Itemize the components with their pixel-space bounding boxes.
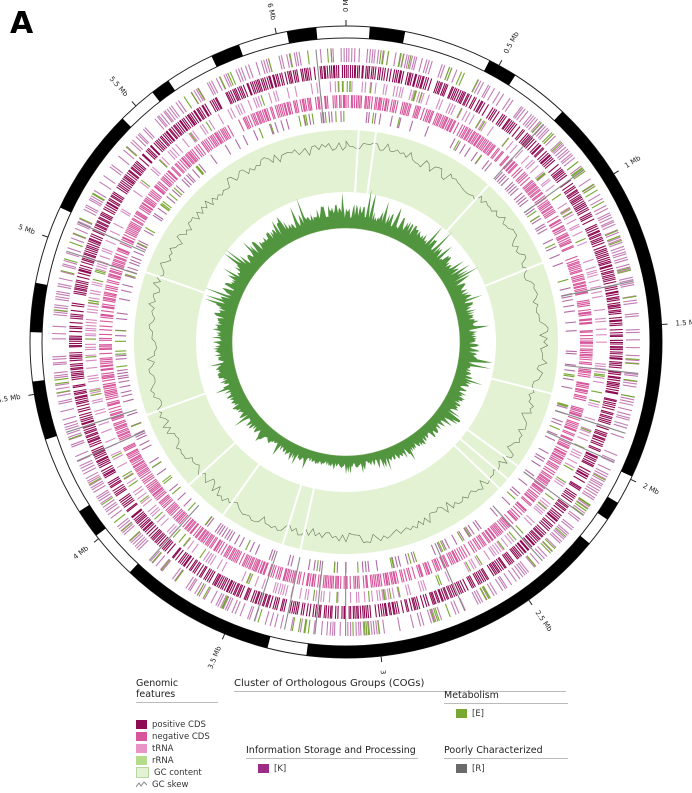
scale-tick-label: 3 Mb (379, 670, 389, 675)
scale-tick-label: 5 Mb (17, 223, 36, 236)
legend-item-trna: tRNA (136, 743, 218, 755)
scale-tick-label: 3.5 Mb (206, 645, 223, 671)
legend-label: negative CDS (152, 732, 210, 742)
legend-label: tRNA (152, 744, 173, 754)
scale-tick (132, 101, 136, 105)
legend-label: [K] (274, 764, 286, 774)
legend-swatch (136, 732, 147, 741)
legend-swatch (456, 709, 467, 718)
legend-item-gc-skew: GC skew (136, 779, 218, 791)
legend-swatch (136, 756, 147, 765)
scale-tick (499, 60, 502, 65)
legend-info-storage: Information Storage and Processing [K] (246, 745, 418, 775)
legend-swatch (456, 764, 467, 773)
circular-genome-map: 0 Mb 0.5 Mb 1 Mb 1.5 Mb 2 Mb 2.5 Mb 3 Mb 3.5 Mb… (0, 0, 692, 675)
legend-item-cog-k: [K] (246, 763, 418, 775)
legend-item-gc-content: GC content (136, 767, 218, 779)
legend-label: GC skew (152, 780, 188, 790)
legend-info-title: Information Storage and Processing (246, 745, 418, 759)
legend-item-negative-cds: negative CDS (136, 731, 218, 743)
scale-tick-label: 4.5 Mb (0, 393, 22, 405)
scale-tick (28, 394, 34, 395)
legend-label: rRNA (152, 756, 174, 766)
legend-swatch (136, 720, 147, 729)
legend-genomic-features: Genomic features positive CDS negative CD… (136, 678, 218, 791)
legend-genomic-features-title: Genomic features (136, 678, 218, 703)
scale-tick-label: 5.5 Mb (108, 75, 130, 99)
scale-tick (529, 600, 532, 605)
legend-swatch (136, 767, 149, 778)
scale-tick-label: 2.5 Mb (533, 609, 554, 634)
scale-tick-label: 6 Mb (266, 2, 278, 21)
legend-label: [E] (472, 709, 484, 719)
scale-tick (42, 235, 48, 237)
ideogram-contig (287, 27, 318, 43)
legend-poorly-characterized: Poorly Characterized [R] (444, 745, 568, 775)
scale-tick-label: 1.5 Mb (675, 318, 692, 327)
legend-item-positive-cds: positive CDS (136, 719, 218, 731)
legend-label: [R] (472, 764, 485, 774)
legend-item-rrna: rRNA (136, 755, 218, 767)
scale-tick (94, 539, 99, 543)
scale-tick-label: 2 Mb (641, 482, 660, 497)
scale-tick (631, 479, 636, 482)
scale-tick (614, 171, 619, 174)
ideogram-contig (30, 283, 47, 333)
scale-tick-label: 0.5 Mb (502, 30, 521, 55)
legend-item-cog-e: [E] (444, 708, 568, 720)
legend-swatch (258, 764, 269, 773)
legend-poor-title: Poorly Characterized (444, 745, 568, 759)
gc-skew-baseline (232, 228, 460, 456)
legend-label: GC content (154, 768, 202, 778)
legend-metabolism: Metabolism [E] (444, 690, 568, 720)
legend-item-cog-r: [R] (444, 763, 568, 775)
scale-tick (222, 634, 224, 640)
ideogram-contig (32, 380, 56, 440)
legend-label: positive CDS (152, 720, 206, 730)
scale-tick-label: 1 Mb (623, 154, 642, 170)
legend-swatch (136, 744, 147, 753)
legend-metabolism-title: Metabolism (444, 690, 568, 704)
ideogram-contig (211, 45, 243, 67)
scale-tick (275, 28, 276, 34)
scale-tick (381, 656, 382, 662)
legend-swatch (136, 780, 147, 789)
scale-tick-label: 0 Mb (342, 0, 350, 12)
scale-tick-label: 4 Mb (72, 544, 91, 561)
